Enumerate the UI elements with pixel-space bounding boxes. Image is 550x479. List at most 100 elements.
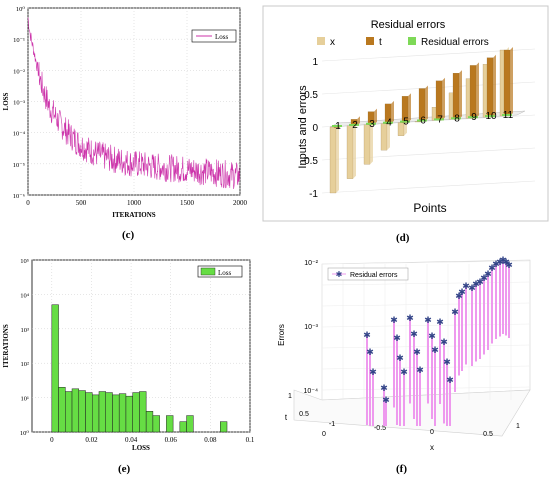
scatter-point: ✱ [488, 263, 496, 273]
bar-t [503, 49, 511, 117]
scatter-point: ✱ [499, 255, 507, 265]
y-tick-label: 10³ [21, 327, 30, 334]
panel-d: Residual errors x t Residual errors -1 -0.5 0 0… [262, 0, 550, 228]
x-tick-label: 1500 [180, 199, 195, 207]
bar-t-side [357, 116, 360, 126]
scatter-point: ✱ [390, 315, 398, 325]
bar-x-side [336, 124, 339, 193]
x-axis-label: x [430, 443, 434, 452]
bar-t-side [476, 62, 479, 119]
y-axis-label: t [285, 413, 288, 422]
bar-x [346, 125, 354, 179]
legend-box [327, 267, 409, 281]
bar-residual [349, 123, 359, 126]
histogram-bar [65, 391, 73, 433]
x-tick-label: 5 [403, 117, 409, 128]
x-tick-label: 0 [50, 436, 54, 444]
y-tick-label: 1 [312, 57, 318, 68]
legend-label: t [379, 37, 382, 48]
residual-errors-bar-chart: Residual errors x t Residual errors -1 -0.5 0 0… [262, 5, 549, 222]
histogram-bar [186, 415, 194, 433]
scatter-point: ✱ [424, 315, 432, 325]
bar-x-side [353, 122, 356, 179]
y-tick-label: 10⁻⁵ [13, 162, 25, 169]
histogram-bar [112, 394, 120, 433]
chart-title: Residual errors [371, 19, 446, 31]
y-tick-label: -0.5 [301, 156, 319, 167]
x-tick-label: 11 [503, 110, 514, 121]
grid-line [321, 344, 531, 349]
x-axis-label: Points [413, 201, 446, 215]
scatter-point: ✱ [413, 347, 421, 357]
bar-residual [485, 115, 495, 118]
legend-swatch: ✱ [336, 270, 343, 279]
histogram-bar [105, 392, 113, 433]
scatter-point: ✱ [443, 357, 451, 367]
grid-line [321, 81, 536, 95]
grid-line [321, 180, 536, 194]
x-tick-label: 0 [26, 199, 30, 207]
y-tick-label: -1 [309, 189, 318, 200]
floor-plane [293, 389, 531, 437]
scatter-point: ✱ [431, 345, 439, 355]
y-axis-label: ITERATIONS [2, 324, 10, 368]
histogram-bar [91, 394, 100, 433]
bar-x [329, 126, 337, 194]
x-tick-label: 500 [76, 199, 87, 207]
loss-series-line [27, 17, 241, 189]
legend-swatch [408, 37, 416, 45]
scatter-point: ✱ [496, 257, 504, 267]
bar-x-side [370, 121, 373, 165]
histogram-bar [132, 392, 140, 433]
scatter-point: ✱ [472, 279, 480, 289]
legend-box [197, 265, 243, 278]
caption-e: (e) [118, 463, 131, 475]
scatter-point: ✱ [369, 367, 377, 377]
bar-t-side [510, 47, 513, 116]
bar-residual [502, 114, 512, 116]
back-wall [321, 259, 531, 401]
bar-t-side [374, 108, 377, 125]
panel-c: 0 500 1000 1500 2000 10⁻⁶ 10⁻⁵ 10⁻⁴ 10⁻³ 10⁻² 10⁻¹… [0, 0, 262, 240]
bar-t-side [425, 85, 428, 122]
y-tick-label: 10² [21, 361, 30, 368]
bar-x-side [404, 119, 407, 136]
bar-t-side [493, 54, 496, 118]
histogram-bar [71, 388, 80, 433]
legend-label: x [330, 37, 335, 48]
histogram-bar [58, 386, 66, 433]
scatter-point: ✱ [396, 353, 404, 363]
histogram-bar [139, 391, 147, 433]
histogram-bar [98, 391, 106, 433]
scatter-point: ✱ [468, 283, 476, 293]
scatter-point: ✱ [410, 329, 418, 339]
x-tick-label: 0.5 [483, 431, 493, 438]
y-axis-label: Inputs and errors [297, 85, 309, 169]
y-tick-label: 10⁰ [16, 6, 26, 13]
z-tick-label: 10⁻⁴ [304, 388, 319, 395]
scatter-point: ✱ [436, 317, 444, 327]
x-tick-label: 1 [516, 423, 520, 430]
histogram-bar [118, 393, 127, 433]
bar-t-side [391, 100, 394, 124]
x-tick-label: 4 [386, 118, 392, 129]
y-tick-label: 0 [312, 123, 318, 134]
panel-e: 0 0.02 0.04 0.06 0.08 0.1 10⁰ 10¹ 10² 10³ 10⁴ 10⁵ LO… [0, 250, 262, 465]
z-axis-label: Errors [277, 324, 286, 346]
bar-residual [417, 119, 427, 122]
x-axis-label: ITERATIONS [112, 211, 156, 219]
bar-t-side [459, 70, 462, 120]
legend-box [191, 29, 237, 43]
x-tick-label: -0.5 [374, 425, 386, 432]
y-tick-label: 10⁻¹ [13, 37, 25, 44]
x-tick-label: 7 [437, 114, 443, 125]
panel-f: 10⁻⁴ 10⁻³ 10⁻² Errors -1 -0.5 0 0.5 1 x 0 0.5 1 t ✱ ✱ ✱ ✱… [262, 250, 550, 465]
x-tick-label: 0.02 [85, 436, 98, 444]
x-tick-label: -1 [329, 421, 335, 428]
caption-d: (d) [396, 232, 410, 244]
grid-line [321, 147, 536, 161]
x-tick-label: 0.1 [246, 436, 255, 444]
caption-f: (f) [396, 463, 407, 475]
y-tick-label: 10⁻³ [13, 100, 25, 107]
